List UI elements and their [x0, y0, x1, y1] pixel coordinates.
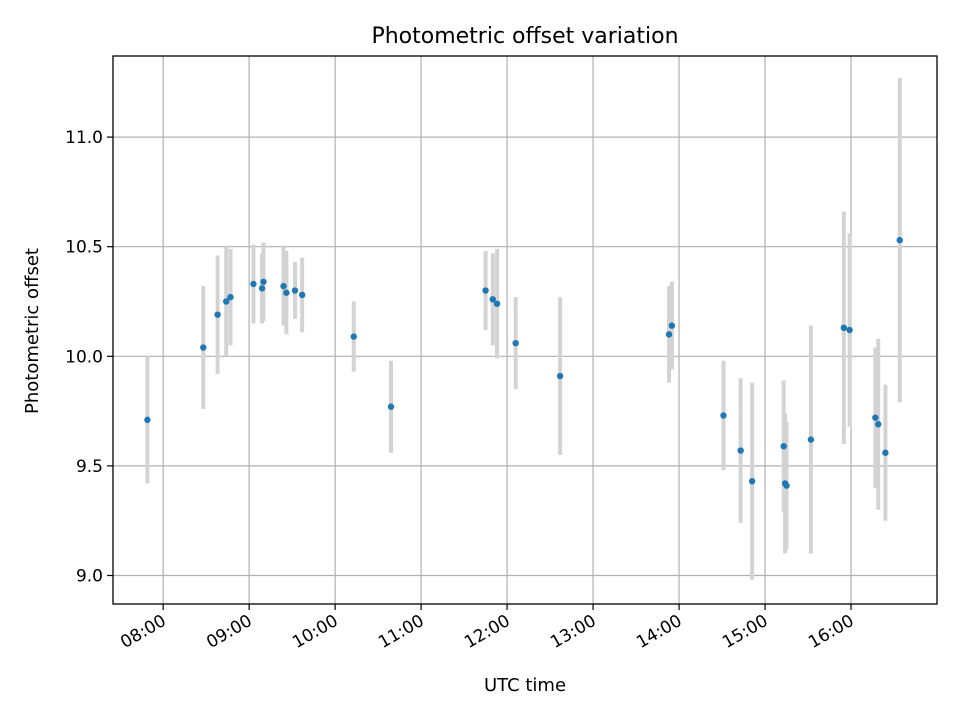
- plot-frame: [112, 55, 938, 605]
- x-axis-label: UTC time: [484, 675, 566, 696]
- y-tick-label: 11.0: [65, 128, 103, 148]
- data-point: [493, 300, 501, 307]
- data-point: [283, 289, 290, 296]
- data-point: [291, 287, 299, 294]
- x-tick-label: 10:00: [289, 611, 341, 653]
- data-point: [387, 403, 395, 410]
- y-tick-label: 9.0: [76, 567, 103, 587]
- data-point: [260, 278, 267, 285]
- plot-area: 08:00 09:00 10:00 11:00 12:00 13:00 14:00 15:00…: [65, 55, 938, 653]
- data-point: [737, 447, 744, 454]
- data-point: [748, 478, 756, 485]
- data-point: [258, 285, 266, 292]
- data-point: [200, 344, 207, 351]
- y-axis-label: Photometric offset: [22, 248, 43, 414]
- data-point: [882, 449, 889, 456]
- data-point: [223, 298, 230, 305]
- x-tick-label: 15:00: [719, 611, 771, 653]
- data-point: [280, 282, 287, 290]
- x-tick-label: 11:00: [375, 611, 427, 653]
- data-point: [556, 372, 564, 380]
- y-tick-label: 9.5: [76, 457, 103, 477]
- chart-title: Photometric offset variation: [371, 24, 678, 49]
- y-tick-label: 10.5: [65, 238, 103, 258]
- data-point: [350, 333, 357, 340]
- data-point: [896, 236, 903, 244]
- data-point: [872, 414, 879, 421]
- data-point: [846, 326, 853, 334]
- x-tick-label: 08:00: [117, 611, 169, 653]
- data-point: [875, 421, 882, 428]
- x-tick-label: 14:00: [633, 611, 685, 653]
- x-tick-label: 12:00: [461, 611, 513, 653]
- data-point: [227, 293, 234, 301]
- x-tick-label: 09:00: [203, 611, 255, 653]
- data-point: [482, 287, 489, 294]
- data-point: [840, 324, 848, 332]
- data-point: [214, 311, 221, 318]
- data-point: [783, 482, 790, 489]
- x-tick-label: 16:00: [805, 611, 857, 653]
- data-point: [665, 331, 673, 338]
- data-point: [720, 412, 727, 419]
- data-point: [807, 436, 815, 443]
- data-point: [144, 416, 151, 424]
- y-tick-label: 10.0: [65, 347, 103, 367]
- data-point: [512, 339, 519, 347]
- data-point: [489, 296, 496, 303]
- x-tick-label: 13:00: [547, 611, 599, 653]
- data-point: [250, 280, 257, 288]
- data-point: [298, 291, 306, 299]
- data-point: [780, 442, 787, 450]
- data-point: [668, 322, 676, 329]
